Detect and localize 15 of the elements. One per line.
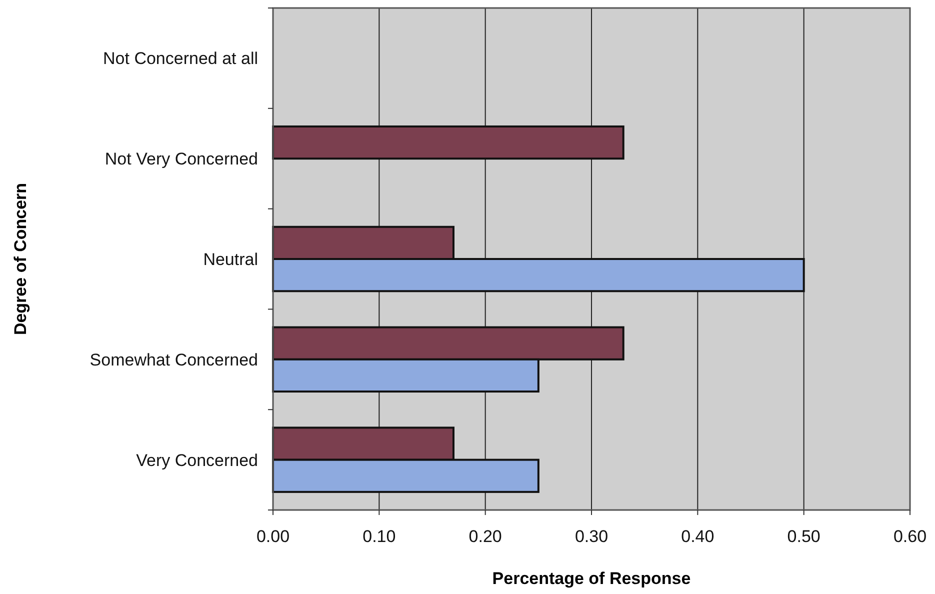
y-tick-label: Very Concerned (136, 450, 258, 470)
x-tick-label: 0.50 (787, 527, 820, 546)
x-tick-label: 0.60 (893, 527, 927, 546)
x-axis-title: Percentage of Response (492, 569, 691, 588)
bar (272, 125, 624, 160)
x-tick-label: 0.00 (256, 527, 290, 546)
y-axis-title: Degree of Concern (11, 182, 30, 336)
x-tick-label: 0.40 (681, 527, 714, 546)
y-tick-label: Somewhat Concerned (90, 350, 258, 370)
x-tick-label: 0.10 (362, 527, 396, 546)
x-tick-label: 0.30 (574, 527, 608, 546)
x-tick-label: 0.20 (468, 527, 502, 546)
y-tick-label: Not Very Concerned (104, 150, 258, 169)
y-tick-label: Neutral (203, 250, 258, 269)
y-tick-label: Not Concerned at all (103, 49, 258, 68)
